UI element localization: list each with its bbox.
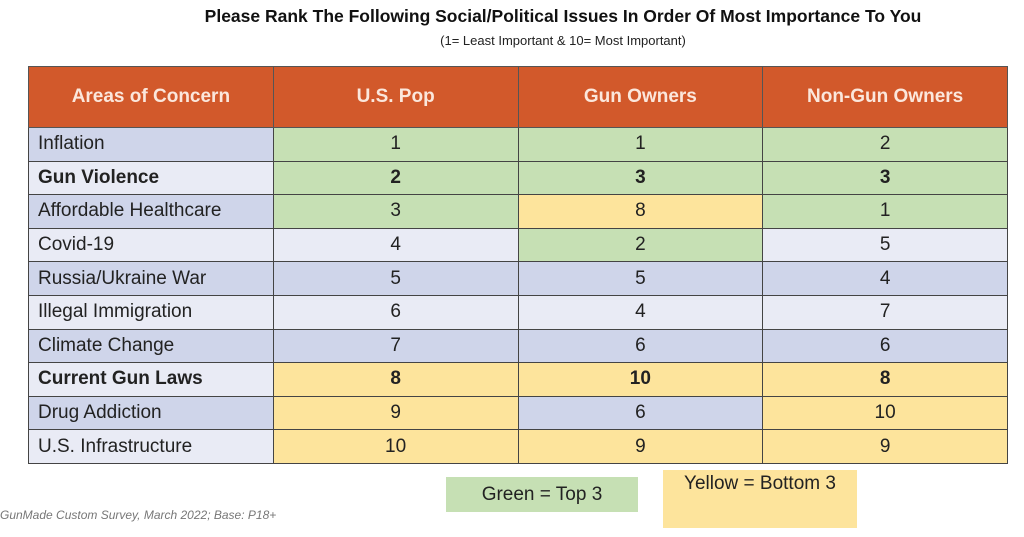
row-label: Inflation	[28, 127, 274, 162]
rank-cell: 2	[762, 127, 1008, 162]
column-header: Gun Owners	[517, 66, 764, 128]
table-row: Russia/Ukraine War 5 5 4	[28, 261, 1008, 296]
rank-cell: 6	[517, 328, 764, 364]
rank-cell: 5	[272, 261, 519, 296]
row-label: Illegal Immigration	[28, 294, 274, 330]
column-header: Non-Gun Owners	[762, 66, 1008, 128]
rank-cell: 4	[762, 261, 1008, 296]
table-row: U.S. Infrastructure 10 9 9	[28, 429, 1008, 464]
rank-cell: 2	[517, 227, 764, 263]
rank-cell: 6	[762, 328, 1008, 364]
row-label: Gun Violence	[28, 160, 274, 196]
rank-cell: 10	[272, 429, 519, 464]
header-row: Areas of Concern U.S. Pop Gun Owners Non…	[28, 66, 1008, 128]
footnote: GunMade Custom Survey, March 2022; Base:…	[0, 508, 277, 522]
rank-cell: 3	[762, 160, 1008, 196]
rank-cell: 1	[762, 194, 1008, 229]
table-row: Affordable Healthcare 3 8 1	[28, 194, 1008, 229]
table-row: Climate Change 7 6 6	[28, 328, 1008, 364]
row-label: Drug Addiction	[28, 395, 274, 431]
table-row: Illegal Immigration 6 4 7	[28, 294, 1008, 330]
rank-cell: 10	[762, 395, 1008, 431]
column-header: U.S. Pop	[272, 66, 519, 128]
legend-green: Green = Top 3	[446, 477, 638, 512]
rank-cell: 8	[272, 362, 519, 397]
rank-cell: 10	[517, 362, 764, 397]
rank-cell: 6	[517, 395, 764, 431]
rank-cell: 5	[762, 227, 1008, 263]
rank-cell: 7	[762, 294, 1008, 330]
row-label: Current Gun Laws	[28, 362, 274, 397]
ranking-table: Areas of Concern U.S. Pop Gun Owners Non…	[28, 66, 1008, 464]
chart-subtitle: (1= Least Important & 10= Most Important…	[440, 33, 686, 48]
table-row: Inflation 1 1 2	[28, 127, 1008, 162]
table-row: Current Gun Laws 8 10 8	[28, 362, 1008, 397]
rank-cell: 4	[517, 294, 764, 330]
row-label: Russia/Ukraine War	[28, 261, 274, 296]
row-label: Affordable Healthcare	[28, 194, 274, 229]
rank-cell: 3	[517, 160, 764, 196]
rank-cell: 9	[272, 395, 519, 431]
rank-cell: 6	[272, 294, 519, 330]
row-label: Covid-19	[28, 227, 274, 263]
rank-cell: 5	[517, 261, 764, 296]
row-label: Climate Change	[28, 328, 274, 364]
table-row: Gun Violence 2 3 3	[28, 160, 1008, 196]
rank-cell: 9	[517, 429, 764, 464]
rank-cell: 8	[517, 194, 764, 229]
row-label: U.S. Infrastructure	[28, 429, 274, 464]
rank-cell: 8	[762, 362, 1008, 397]
rank-cell: 2	[272, 160, 519, 196]
column-header: Areas of Concern	[28, 66, 274, 128]
chart-title: Please Rank The Following Social/Politic…	[204, 6, 922, 26]
rank-cell: 1	[272, 127, 519, 162]
rank-cell: 4	[272, 227, 519, 263]
table-row: Drug Addiction 9 6 10	[28, 395, 1008, 431]
rank-cell: 7	[272, 328, 519, 364]
table-row: Covid-19 4 2 5	[28, 227, 1008, 263]
rank-cell: 3	[272, 194, 519, 229]
rank-cell: 9	[762, 429, 1008, 464]
legend-yellow: Yellow = Bottom 3	[663, 470, 857, 528]
rank-cell: 1	[517, 127, 764, 162]
